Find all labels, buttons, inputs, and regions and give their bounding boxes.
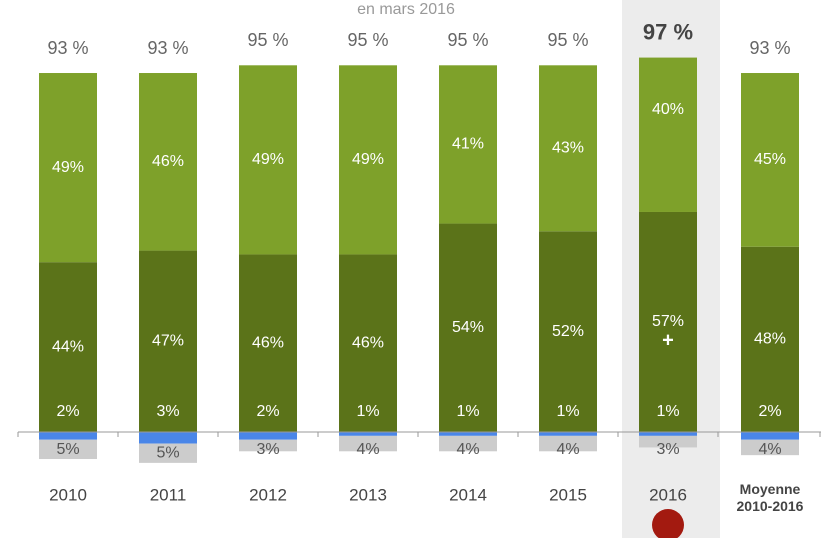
- total-label: 95 %: [547, 30, 588, 50]
- bar-segment: [539, 435, 597, 452]
- bar-segment: [239, 65, 297, 255]
- bar-segment: [139, 432, 197, 444]
- bar-segment: [539, 231, 597, 432]
- bar-label: 54%: [452, 319, 484, 336]
- bar-segment: [39, 432, 97, 440]
- x-tick-label: 2012: [249, 485, 287, 504]
- bar-label: 5%: [156, 444, 179, 461]
- x-tick-label: 2011: [150, 485, 187, 504]
- bar-label: 4%: [356, 441, 379, 458]
- bar-segment: [639, 432, 697, 436]
- bar-label: 43%: [552, 140, 584, 157]
- x-tick-label: 2013: [349, 485, 387, 504]
- bar-label: 1%: [656, 403, 679, 420]
- total-label: 97 %: [643, 19, 693, 44]
- bar-label: 44%: [52, 338, 84, 355]
- bar-label: 48%: [754, 331, 786, 348]
- bar-segment: [639, 435, 697, 448]
- bar-label: 5%: [56, 441, 79, 458]
- bar-segment: [539, 432, 597, 436]
- x-tick-label: 2014: [449, 485, 487, 504]
- bar-segment: [439, 223, 497, 432]
- bar-segment: [439, 435, 497, 452]
- chart-subtitle: en mars 2016: [357, 1, 455, 18]
- bar-label: 4%: [456, 441, 479, 458]
- bar-segment: [339, 65, 397, 255]
- bar-segment: [339, 254, 397, 432]
- total-label: 95 %: [347, 30, 388, 50]
- bar-segment: [139, 443, 197, 463]
- bar-segment: [741, 73, 799, 247]
- bar-segment: [439, 65, 497, 224]
- bar-label: 46%: [352, 334, 384, 351]
- annotation: +: [662, 329, 674, 351]
- bar-segment: [741, 439, 799, 456]
- total-label: 93 %: [47, 38, 88, 58]
- bar-label: 52%: [552, 323, 584, 340]
- bar-label: 49%: [352, 151, 384, 168]
- bar-segment: [339, 435, 397, 452]
- bar-label: 2%: [56, 403, 79, 420]
- bar-label: 41%: [452, 136, 484, 153]
- bar-label: 2%: [256, 403, 279, 420]
- bar-segment: [39, 439, 97, 460]
- bar-segment: [639, 211, 697, 432]
- marker-dot: [652, 509, 684, 538]
- bar-segment: [639, 57, 697, 212]
- bar-label: 4%: [556, 441, 579, 458]
- x-tick-label: 2015: [549, 485, 587, 504]
- x-tick-label: 2010: [49, 485, 87, 504]
- bar-label: 2%: [758, 403, 781, 420]
- bar-segment: [239, 432, 297, 440]
- bar-label: 1%: [556, 403, 579, 420]
- total-label: 93 %: [147, 38, 188, 58]
- total-label: 95 %: [247, 30, 288, 50]
- bar-segment: [39, 73, 97, 263]
- bar-label: 1%: [456, 403, 479, 420]
- bar-label: 1%: [356, 403, 379, 420]
- bar-segment: [339, 432, 397, 436]
- bar-segment: [39, 262, 97, 432]
- x-tick-label: Moyenne 2010-2016: [736, 481, 804, 514]
- x-tick-label: 2016: [649, 485, 687, 504]
- bar-segment: [741, 432, 799, 440]
- bar-label: 45%: [754, 151, 786, 168]
- bar-label: 49%: [52, 159, 84, 176]
- bar-segment: [439, 432, 497, 436]
- bar-segment: [139, 250, 197, 432]
- total-label: 95 %: [447, 30, 488, 50]
- bar-segment: [539, 65, 597, 232]
- bar-segment: [741, 246, 799, 432]
- bar-label: 49%: [252, 151, 284, 168]
- bar-segment: [239, 254, 297, 432]
- bar-label: 46%: [152, 153, 184, 170]
- bar-label: 57%: [652, 313, 684, 330]
- bar-segment: [239, 439, 297, 452]
- bar-label: 46%: [252, 334, 284, 351]
- bar-label: 3%: [256, 441, 279, 458]
- bar-segment: [139, 73, 197, 251]
- bar-label: 47%: [152, 333, 184, 350]
- bar-label: 3%: [156, 403, 179, 420]
- bar-label: 40%: [652, 101, 684, 118]
- bar-label: 4%: [758, 441, 781, 458]
- total-label: 93 %: [749, 38, 790, 58]
- bar-label: 3%: [656, 441, 679, 458]
